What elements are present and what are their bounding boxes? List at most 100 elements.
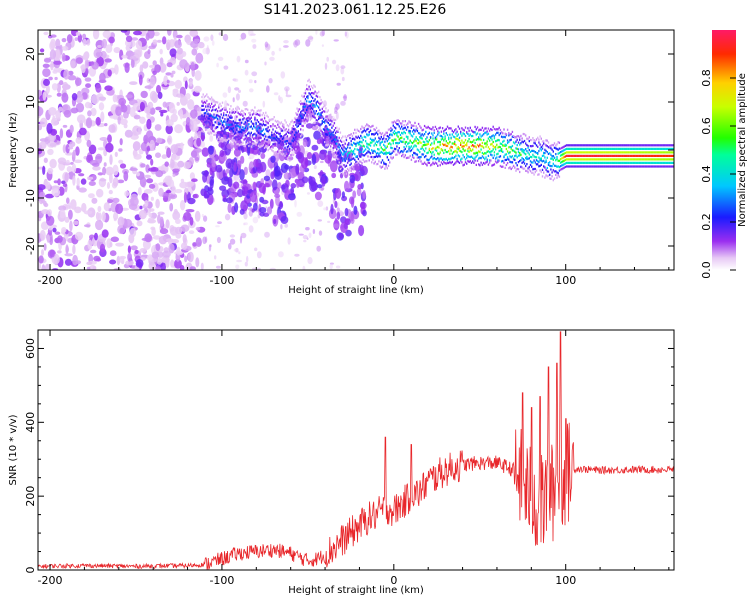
spectrogram-cell (331, 116, 333, 119)
spectrogram-cell (559, 147, 562, 150)
spectrogram-cell (408, 145, 410, 148)
spectrogram-cell (315, 103, 317, 106)
spectrogram-cell (225, 197, 233, 204)
spectrogram-cell (486, 130, 488, 133)
spectrogram-cell (419, 136, 421, 139)
spectrogram-cell (457, 138, 459, 141)
spectrogram-cell (84, 58, 89, 70)
spectrogram-cell (165, 178, 172, 186)
spectrogram-cell (485, 142, 487, 145)
spectrogram-cell (267, 149, 269, 152)
spectrogram-cell (265, 145, 267, 148)
spectrogram-cell (280, 224, 283, 230)
spectrogram-cell (645, 144, 647, 147)
spectrogram-cell (617, 165, 619, 168)
spectrogram-cell (298, 101, 301, 104)
spectrogram-cell (204, 101, 207, 104)
spectrogram-cell (312, 116, 314, 119)
spectrogram-cell (624, 147, 627, 150)
spectrogram-cell (321, 135, 323, 138)
spectrogram-cell (373, 149, 375, 152)
spectrogram-cell (476, 143, 479, 147)
spectrogram-cell (615, 144, 617, 147)
spectrogram-cell (379, 155, 381, 158)
spectrogram-cell (470, 135, 473, 138)
spectrogram-cell (292, 137, 295, 140)
spectrogram-cell (290, 144, 292, 147)
spectrogram-cell (344, 142, 346, 145)
spectrogram-cell (547, 162, 550, 165)
spectrogram-cell (69, 124, 74, 134)
spectrogram-cell (319, 160, 324, 164)
spectrogram-cell (183, 211, 192, 221)
spectrogram-cell (46, 215, 55, 226)
spectrogram-cell (575, 158, 577, 161)
spectrogram-cell (117, 116, 122, 125)
spectrogram-cell (243, 129, 245, 132)
spectrogram-cell (567, 151, 569, 154)
spectrogram-cell (325, 119, 327, 122)
spectrogram-cell (642, 158, 645, 161)
spectrogram-cell (525, 164, 527, 168)
spectrogram-cell (470, 129, 473, 132)
spectrogram-cell (59, 209, 66, 219)
spectrogram-cell (135, 40, 143, 50)
spectrogram-cell (594, 165, 597, 168)
spectrogram-cell (653, 151, 656, 154)
spectrogram-cell (579, 147, 581, 150)
spectrogram-cell (363, 160, 366, 163)
spectrogram-cell (227, 125, 230, 128)
spectrogram-cell (229, 238, 236, 245)
spectrogram-cell (210, 96, 213, 99)
spectrogram-cell (594, 154, 597, 157)
spectrogram-cell (331, 151, 333, 154)
spectrogram-cell (581, 151, 583, 154)
spectrogram-cell (327, 220, 331, 223)
spectrogram-cell (514, 166, 516, 169)
spectrogram-cell (239, 143, 242, 146)
spectrogram-cell (207, 95, 209, 99)
spectrogram-cell (144, 174, 152, 178)
spectrogram-cell (589, 165, 592, 168)
spectrogram-cell (496, 131, 498, 134)
spectrogram-cell (570, 144, 573, 147)
spectrogram-cell (432, 137, 434, 140)
spectrogram-cell (539, 143, 541, 146)
spectrogram-cell (149, 139, 155, 151)
spectrogram-cell (133, 153, 142, 160)
spectrogram-cell (346, 135, 349, 138)
spectrogram-cell (420, 160, 422, 163)
spectrogram-cell (434, 138, 437, 141)
spectrogram-cell (46, 122, 53, 134)
spectrogram-cell (154, 64, 161, 73)
spectrogram-cell (467, 140, 469, 143)
spectrogram-cell (223, 65, 229, 70)
spectrogram-cell (612, 158, 615, 161)
spectrogram-cell (550, 165, 552, 168)
spectrogram-cell (374, 155, 376, 158)
spectrogram-cell (593, 158, 595, 161)
spectrogram-cell (479, 164, 481, 167)
spectrogram-cell (521, 156, 523, 160)
spectrogram-cell (209, 135, 214, 142)
spectrogram-cell (363, 129, 366, 132)
spectrogram-cell (514, 154, 516, 158)
spectrogram-cell (476, 154, 479, 157)
spectrogram-cell (616, 158, 618, 161)
spectrogram-cell (233, 121, 236, 124)
spectrogram-cell (277, 123, 279, 126)
spectrogram-cell (327, 143, 329, 146)
spectrogram-cell (620, 147, 622, 150)
spectrogram-cell (511, 161, 514, 164)
y-tick-label: 20 (24, 47, 37, 61)
spectrogram-cell (151, 92, 158, 104)
spectrogram-cell (651, 147, 653, 150)
spectrogram-cell (367, 124, 369, 127)
spectrogram-cell (494, 160, 497, 163)
spectrogram-cell (350, 162, 352, 165)
spectrogram-cell (653, 154, 656, 157)
spectrogram-cell (535, 163, 538, 166)
spectrogram-cell (43, 31, 49, 36)
spectrogram-cell (289, 142, 291, 145)
